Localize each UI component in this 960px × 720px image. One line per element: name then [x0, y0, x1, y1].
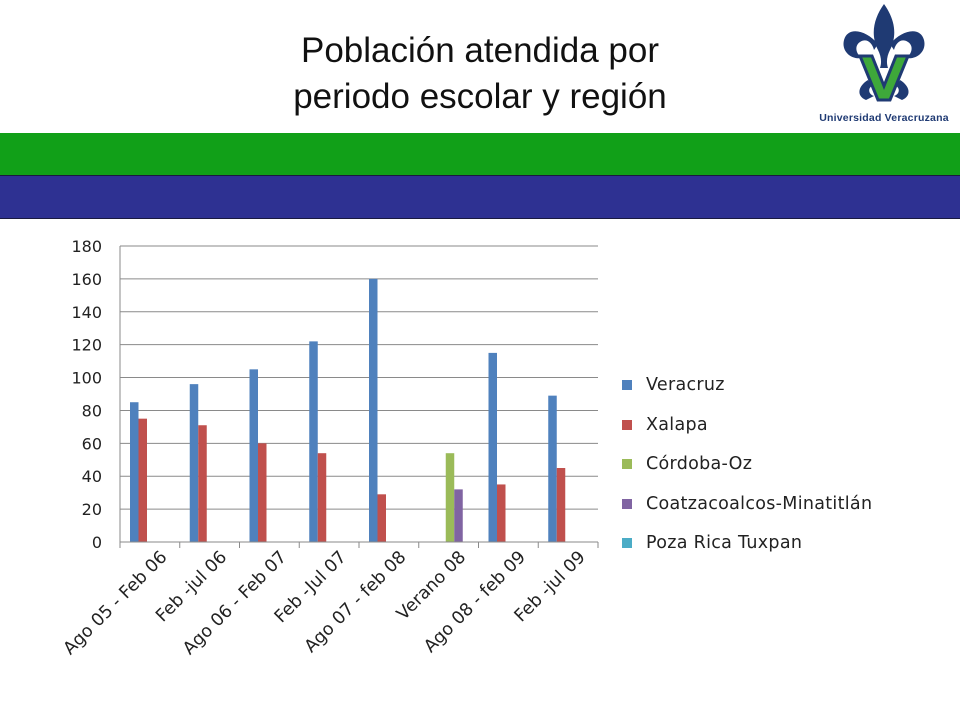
y-tick-label: 120	[71, 336, 102, 355]
y-tick-label: 160	[71, 270, 102, 289]
y-tick-label: 60	[82, 434, 102, 453]
green-band	[0, 133, 960, 175]
bar	[445, 453, 455, 542]
y-tick-label: 140	[71, 303, 102, 322]
legend-item: Veracruz	[622, 372, 872, 399]
legend-item: Córdoba-Oz	[622, 451, 872, 478]
y-tick-label: 20	[82, 500, 102, 519]
legend-label: Veracruz	[646, 375, 725, 396]
title-line-1: Población atendida por	[300, 31, 660, 70]
bar	[488, 352, 497, 542]
bar	[138, 418, 147, 542]
x-tick-label: Ago 06 - Feb 07	[179, 547, 291, 659]
y-tick-label: 80	[82, 401, 102, 420]
y-tick-label: 180	[71, 237, 102, 256]
bar	[369, 278, 378, 542]
legend-swatch	[622, 459, 632, 470]
legend-label: Xalapa	[646, 414, 708, 435]
x-tick-label: Ago 07 - feb 08	[301, 547, 411, 657]
blue-band	[0, 175, 960, 219]
bar	[454, 489, 463, 542]
bar	[556, 468, 566, 542]
bar	[258, 443, 267, 542]
legend-label: Córdoba-Oz	[646, 454, 753, 475]
legend-item: Poza Rica Tuxpan	[622, 530, 872, 557]
legend-swatch	[622, 498, 632, 509]
legend-item: Coatzacoalcos-Minatitlán	[622, 491, 872, 518]
legend-label: Poza Rica Tuxpan	[646, 533, 803, 554]
bar	[497, 484, 506, 542]
legend-label: Coatzacoalcos-Minatitlán	[646, 493, 873, 514]
bar	[309, 341, 318, 542]
legend-swatch	[622, 419, 632, 430]
x-tick-label: Ago 08 - feb 09	[420, 547, 530, 657]
y-tick-label: 100	[71, 369, 102, 388]
legend-swatch	[622, 538, 632, 549]
bar	[317, 453, 327, 542]
fleur-de-lis-icon	[843, 4, 925, 102]
title-line-2: periodo escolar y región	[293, 77, 667, 116]
bar	[548, 395, 557, 542]
y-tick-label: 0	[92, 533, 102, 552]
bar	[130, 402, 139, 542]
legend-swatch	[622, 380, 632, 391]
legend-item: Xalapa	[622, 412, 872, 439]
y-tick-label: 40	[82, 467, 102, 486]
bar	[377, 494, 386, 542]
slide-title: Población atendida por periodo escolar y…	[230, 28, 730, 120]
bar	[249, 369, 258, 542]
bar	[189, 384, 199, 542]
logo-wordmark: Universidad Veracruzana	[819, 112, 949, 124]
bar	[198, 425, 207, 542]
university-logo: Universidad Veracruzana	[808, 0, 960, 132]
chart-legend: Veracruz Xalapa Córdoba-Oz Coatzacoalcos-Mi…	[622, 372, 872, 570]
x-tick-label: Ago 05 - Feb 06	[60, 547, 172, 659]
